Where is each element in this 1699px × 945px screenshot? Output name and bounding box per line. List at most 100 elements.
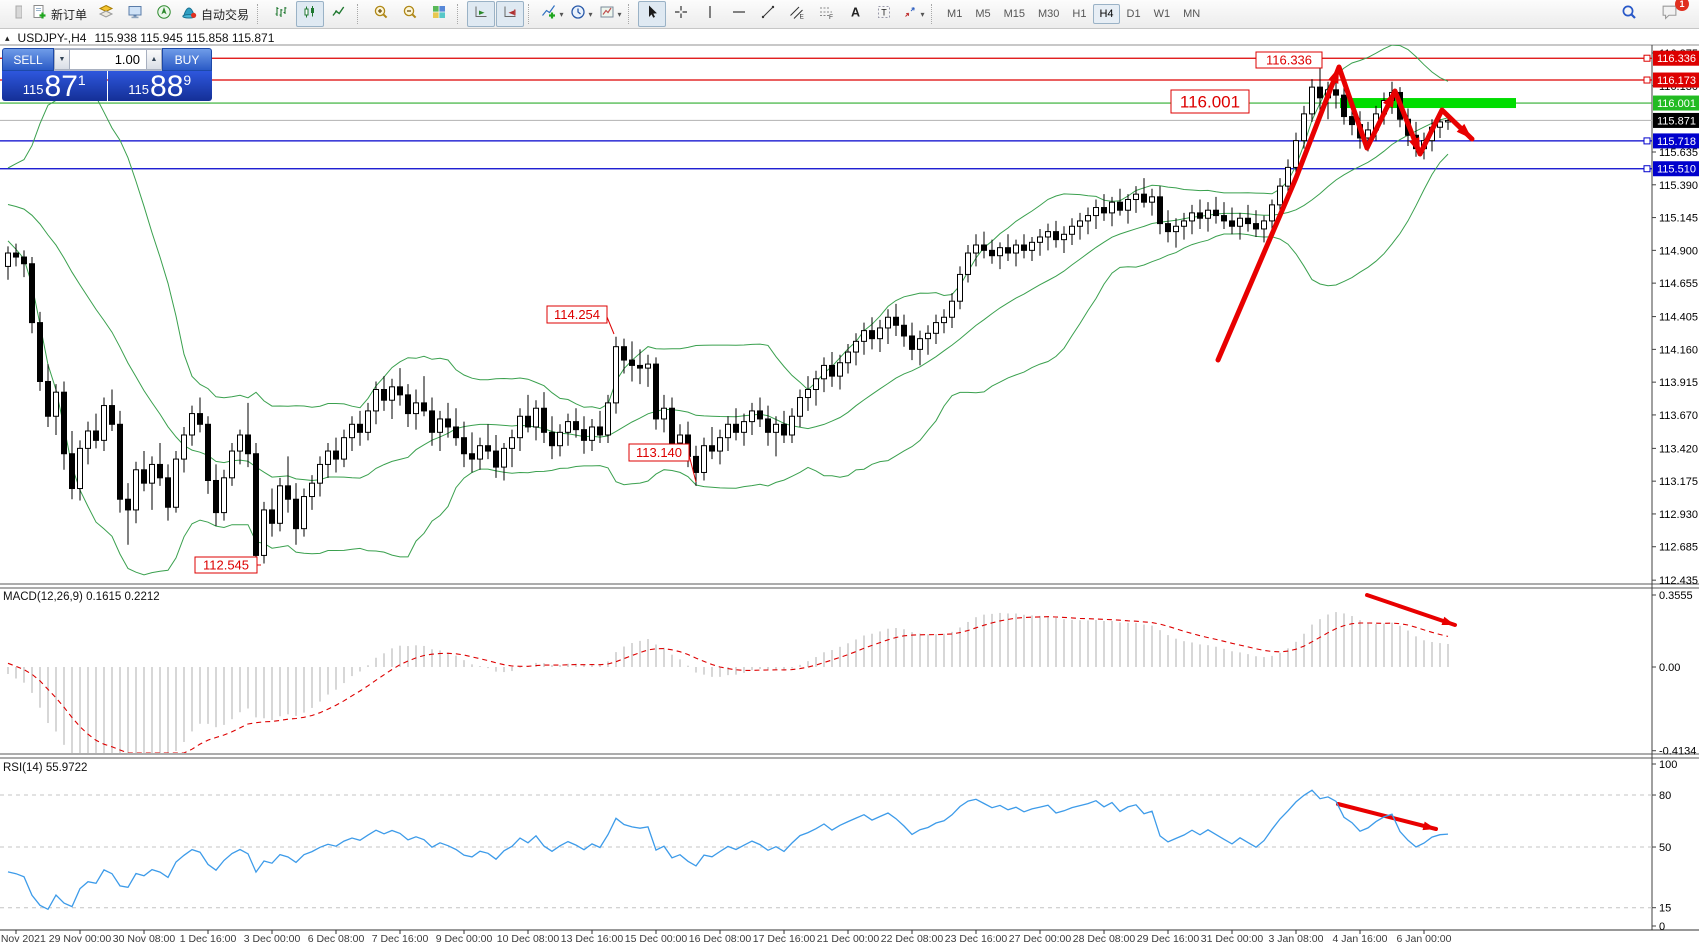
annotation-box[interactable]: [546, 305, 608, 324]
rsi-label: RSI(14) 55.9722: [3, 762, 87, 774]
svg-text:100: 100: [1659, 759, 1677, 771]
indicators-button[interactable]: ▾: [538, 1, 566, 27]
candle: [277, 485, 283, 524]
zoom-out-button[interactable]: [396, 1, 424, 27]
periods-button[interactable]: ▾: [567, 1, 595, 27]
candle: [941, 316, 947, 324]
zoom-out-icon: [402, 4, 418, 25]
svg-text:115.635: 115.635: [1659, 147, 1698, 159]
timeframe-m5-button[interactable]: M5: [975, 8, 991, 20]
market-watch-button[interactable]: [92, 1, 120, 27]
annotation-box[interactable]: [628, 443, 690, 462]
annotation-box[interactable]: [1170, 89, 1250, 114]
candle: [1277, 185, 1283, 206]
horizontal-line-icon: [731, 4, 747, 25]
candle: [29, 263, 35, 324]
candle: [509, 437, 515, 449]
candle: [261, 509, 267, 556]
data-window-button[interactable]: [121, 1, 149, 27]
green-resistance-band[interactable]: [1340, 98, 1516, 109]
trend-arrow-annotations[interactable]: [1215, 64, 1475, 831]
timeframe-w1-button[interactable]: W1: [1153, 8, 1171, 20]
candle: [389, 386, 395, 401]
horizontal-line-button[interactable]: [725, 1, 753, 27]
candle: [1213, 209, 1219, 217]
annotation-box[interactable]: [194, 556, 258, 574]
candle: [1261, 220, 1267, 230]
candle: [21, 256, 27, 265]
candle: [629, 359, 635, 366]
line-handle[interactable]: [1643, 165, 1651, 173]
candle: [701, 445, 707, 473]
candle: [1245, 217, 1251, 225]
svg-text:115.390: 115.390: [1659, 180, 1698, 192]
new-order-button[interactable]: 新订单: [29, 1, 91, 27]
label-button[interactable]: T: [870, 1, 898, 27]
volume-increase-button[interactable]: ▲: [146, 49, 162, 70]
timeframe-mn-button[interactable]: MN: [1183, 8, 1201, 20]
auto-scroll-button[interactable]: [467, 1, 496, 27]
buy-price-pip: 9: [183, 72, 192, 88]
zoom-in-button[interactable]: [367, 1, 395, 27]
chart-title-line: ▴ USDJPY-,H4 115.938 115.945 115.858 115…: [5, 31, 274, 45]
candle: [541, 407, 547, 433]
timeframe-h4-button[interactable]: H4: [1093, 4, 1120, 24]
text-button[interactable]: A: [841, 1, 869, 27]
line-handle[interactable]: [1643, 76, 1651, 84]
sell-button[interactable]: SELL: [2, 48, 54, 71]
equidistant-channel-button[interactable]: E: [783, 1, 811, 27]
bar-chart-button[interactable]: [267, 1, 295, 27]
candle: [549, 431, 555, 447]
candle: [429, 410, 435, 433]
annotation-box[interactable]: [1255, 51, 1323, 69]
candle: [141, 469, 147, 484]
svg-text:113.915: 113.915: [1659, 377, 1698, 389]
arrows-button[interactable]: ▾: [899, 1, 927, 27]
buy-price-prefix: 115: [128, 82, 150, 97]
candlestick-chart-icon: [302, 4, 318, 25]
new-order-icon: [31, 4, 47, 25]
candle: [333, 450, 339, 460]
timeframe-m1-button[interactable]: M1: [947, 8, 963, 20]
price-axis[interactable]: 116.375116.130115.635115.390115.145114.9…: [1652, 48, 1699, 587]
clipped-toolbar-icon[interactable]: [0, 1, 28, 27]
candle: [925, 332, 931, 340]
price-tag: [1653, 50, 1699, 66]
svg-text:3 Jan 08:00: 3 Jan 08:00: [1269, 933, 1324, 945]
templates-button[interactable]: ▾: [596, 1, 624, 27]
arrows-icon: [902, 4, 918, 25]
timeframe-h1-button[interactable]: H1: [1072, 8, 1087, 20]
chart-shift-button[interactable]: [496, 1, 525, 27]
timeframe-m30-button[interactable]: M30: [1038, 8, 1060, 20]
tile-windows-button[interactable]: [425, 1, 453, 27]
timeframe-m15-button[interactable]: M15: [1003, 8, 1025, 20]
candle: [573, 421, 579, 431]
svg-text:116.001: 116.001: [1657, 98, 1696, 110]
navigator-button[interactable]: [150, 1, 178, 27]
buy-button[interactable]: BUY: [162, 48, 212, 71]
volume-decrease-button[interactable]: ▼: [54, 49, 70, 70]
line-chart-button[interactable]: [325, 1, 353, 27]
trendline-button[interactable]: [754, 1, 782, 27]
vertical-line-button[interactable]: [696, 1, 724, 27]
fibonacci-button[interactable]: F: [812, 1, 840, 27]
buy-price-display[interactable]: 115 88 9: [107, 71, 212, 102]
search-button[interactable]: [1615, 1, 1643, 27]
line-handle[interactable]: [1643, 137, 1651, 145]
volume-input[interactable]: 1.00: [70, 49, 146, 70]
line-handle[interactable]: [1643, 54, 1651, 62]
crosshair-button[interactable]: [667, 1, 695, 27]
chat-button[interactable]: 1: [1655, 0, 1689, 27]
svg-text:T: T: [881, 7, 887, 17]
price-tag: [1653, 112, 1699, 128]
cursor-button[interactable]: [638, 1, 667, 27]
svg-text:0.3555: 0.3555: [1659, 590, 1693, 602]
sell-price-display[interactable]: 115 87 1: [2, 71, 107, 102]
autotrading-button[interactable]: 自动交易: [179, 1, 253, 27]
timeframe-d1-button[interactable]: D1: [1126, 8, 1141, 20]
candlestick-chart-button[interactable]: [296, 1, 325, 27]
svg-text:112.545: 112.545: [203, 558, 249, 573]
candle: [789, 415, 795, 436]
